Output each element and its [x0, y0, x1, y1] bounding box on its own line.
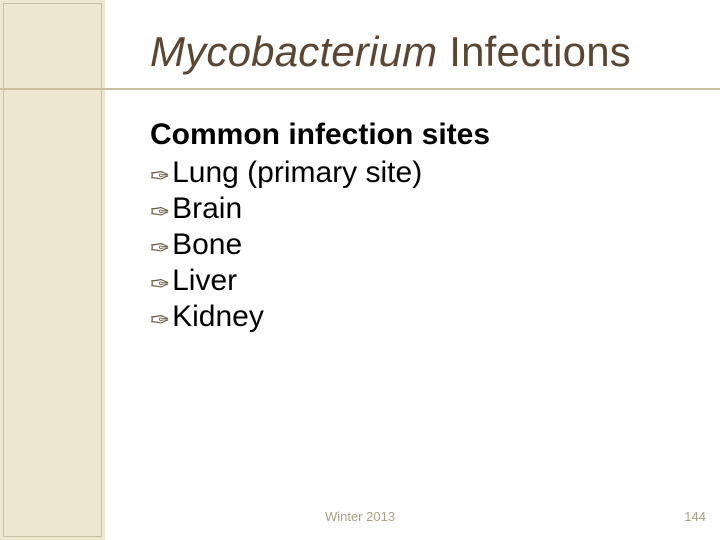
slide-title: Mycobacterium Infections	[150, 28, 631, 76]
title-regular-part: Infections	[437, 28, 631, 75]
page-number: 144	[684, 509, 706, 524]
bullet-text: Liver	[172, 264, 237, 298]
bullet-text: Brain	[172, 192, 242, 226]
sidebar-strip	[0, 0, 105, 540]
content-area: Common infection sites ✑ Lung (primary s…	[150, 118, 670, 336]
sidebar-strip-border	[3, 3, 102, 537]
footer-date: Winter 2013	[0, 509, 720, 524]
title-underline	[0, 88, 720, 90]
slide: Mycobacterium Infections Common infectio…	[0, 0, 720, 540]
subtitle: Common infection sites	[150, 118, 670, 152]
bullet-icon: ✑	[150, 201, 170, 225]
bullet-text: Lung (primary site)	[172, 156, 422, 190]
bullet-item: ✑ Lung (primary site)	[150, 156, 670, 190]
bullet-item: ✑ Brain	[150, 192, 670, 226]
bullet-icon: ✑	[150, 237, 170, 261]
title-italic-part: Mycobacterium	[150, 28, 437, 75]
bullet-icon: ✑	[150, 165, 170, 189]
bullet-text: Kidney	[172, 300, 264, 334]
bullet-icon: ✑	[150, 273, 170, 297]
bullet-item: ✑ Bone	[150, 228, 670, 262]
bullet-icon: ✑	[150, 309, 170, 333]
bullet-text: Bone	[172, 228, 242, 262]
bullet-item: ✑ Kidney	[150, 300, 670, 334]
bullet-item: ✑ Liver	[150, 264, 670, 298]
